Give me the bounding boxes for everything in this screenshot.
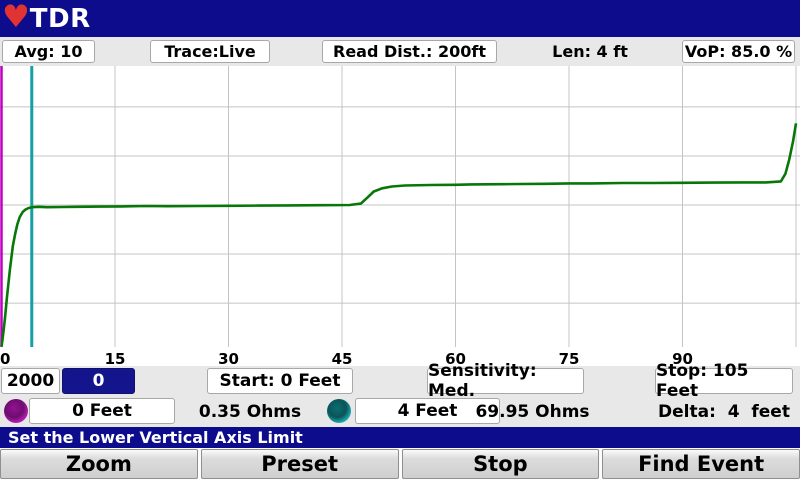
message-text: Set the Lower Vertical Axis Limit xyxy=(8,428,303,447)
find-event-button[interactable]: Find Event xyxy=(602,449,800,479)
cursor1-marker-icon xyxy=(4,399,28,423)
cursor1-distance-field[interactable]: 0 Feet xyxy=(29,398,175,424)
cursor2-distance-field[interactable]: 4 Feet xyxy=(355,398,500,424)
x-tick-label: 45 xyxy=(332,350,353,366)
message-bar: Set the Lower Vertical Axis Limit xyxy=(0,427,800,448)
status-row: Avg: 10 Trace:Live Read Dist.: 200ft Len… xyxy=(0,37,800,66)
trace-mode-field[interactable]: Trace:Live xyxy=(150,40,270,63)
axis-control-row: 2000 0 Start: 0 Feet Sensitivity: Med. S… xyxy=(0,361,800,401)
x-tick-label: 75 xyxy=(559,350,580,366)
avg-field[interactable]: Avg: 10 xyxy=(2,40,95,63)
x-tick-label: 90 xyxy=(672,350,693,366)
tdr-trace-chart: 0 15 30 45 60 75 90 xyxy=(0,66,800,366)
x-tick-label: 15 xyxy=(105,350,126,366)
vop-field[interactable]: VoP: 85.0 % xyxy=(682,40,795,63)
stop-button[interactable]: Stop xyxy=(401,449,600,479)
title-bar: ♥ TDR xyxy=(0,0,800,37)
delta-readout: Delta: 4 feet xyxy=(658,401,790,422)
cursor2-marker-icon xyxy=(327,399,351,423)
upper-limit-field[interactable]: 2000 xyxy=(1,368,60,394)
x-tick-label: 60 xyxy=(445,350,466,366)
softkey-row: Zoom Preset Stop Find Event xyxy=(0,448,800,480)
lower-limit-field-selected[interactable]: 0 xyxy=(62,368,135,394)
cursor-readout-row: 0 Feet 0.35 Ohms 4 Feet 69.95 Ohms Delta… xyxy=(0,396,800,427)
trace-line xyxy=(0,123,798,347)
length-readout: Len: 4 ft xyxy=(552,42,628,61)
cursor2-impedance-readout: 69.95 Ohms xyxy=(475,401,590,422)
start-field[interactable]: Start: 0 Feet xyxy=(207,368,353,394)
page-title: TDR xyxy=(29,3,91,34)
cursor1-impedance-readout: 0.35 Ohms xyxy=(198,401,302,422)
x-tick-label: 0 xyxy=(0,350,10,366)
zoom-button[interactable]: Zoom xyxy=(0,449,198,479)
read-dist-field[interactable]: Read Dist.: 200ft xyxy=(322,40,497,63)
preset-button[interactable]: Preset xyxy=(200,449,399,479)
x-tick-label: 30 xyxy=(218,350,239,366)
heart-icon: ♥ xyxy=(2,0,30,35)
stop-field[interactable]: Stop: 105 Feet xyxy=(655,361,793,401)
sensitivity-field[interactable]: Sensitivity: Med. xyxy=(427,361,584,401)
